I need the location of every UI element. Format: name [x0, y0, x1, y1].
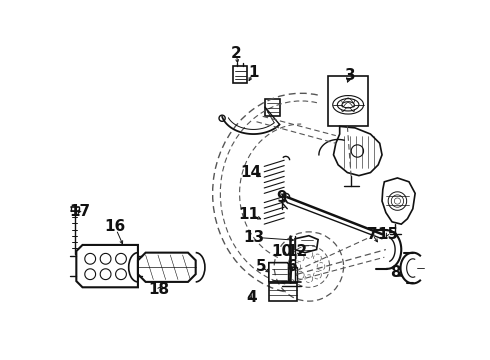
Text: 18: 18 — [148, 282, 169, 297]
Text: 4: 4 — [246, 290, 256, 305]
Text: 5: 5 — [256, 259, 267, 274]
Text: 11: 11 — [238, 207, 259, 222]
Text: 9: 9 — [277, 190, 287, 205]
Text: 7: 7 — [367, 227, 377, 242]
Text: 6: 6 — [287, 259, 297, 274]
Text: 13: 13 — [243, 230, 264, 245]
Text: 10: 10 — [271, 244, 293, 258]
Text: 3: 3 — [345, 68, 356, 83]
Text: 12: 12 — [287, 244, 308, 258]
Text: 2: 2 — [231, 46, 242, 62]
Text: 8: 8 — [390, 265, 400, 280]
Text: 1: 1 — [248, 65, 259, 80]
Text: 16: 16 — [104, 219, 125, 234]
Text: 14: 14 — [241, 165, 262, 180]
Text: 17: 17 — [69, 203, 90, 219]
Text: 15: 15 — [377, 227, 398, 242]
